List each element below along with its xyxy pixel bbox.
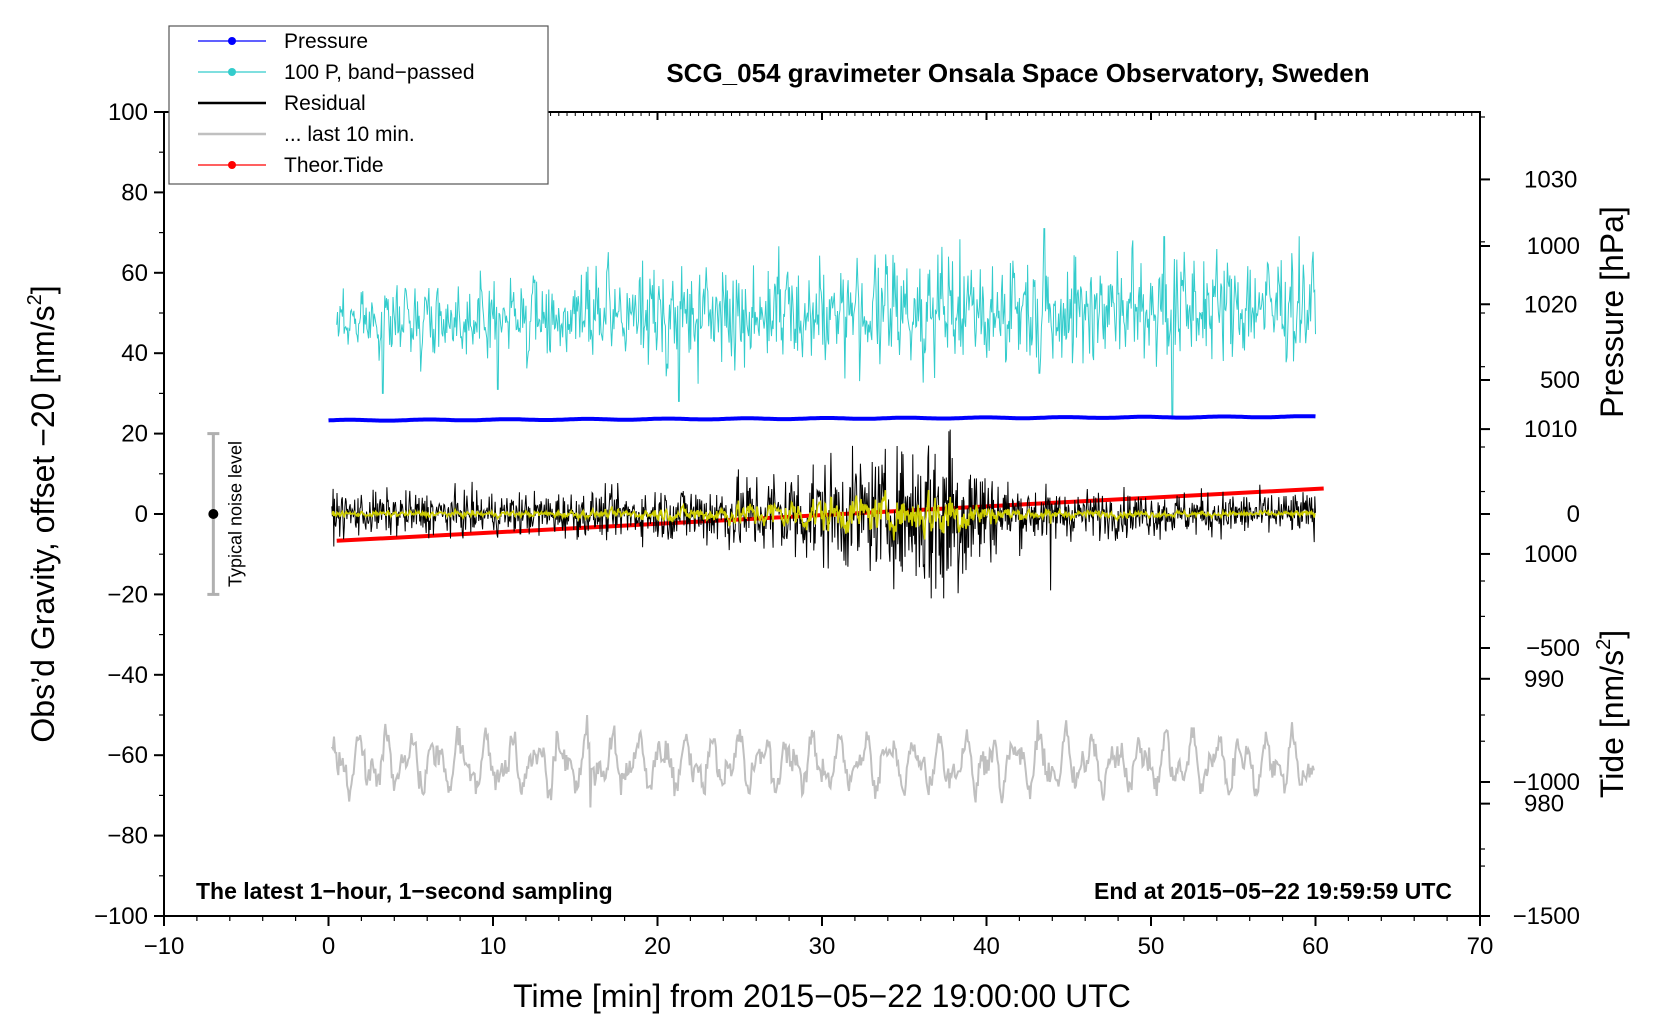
tide-axis-title-superscript: 2 [1593,639,1615,650]
pressure-axis-ticks: 980 990 1000 1010 1020 1030 [1480,116,1577,867]
noise-bar-label: Typical noise level [225,441,245,587]
residual-series [331,429,1316,599]
noise-level-indicator: Typical noise level [207,432,245,596]
x-tick-label: 60 [1302,933,1329,960]
tide-tick-label: 1000 [1527,233,1580,260]
y-axis-left-title: Obs’d Gravity, offset −20 [nm/s2] [24,285,61,742]
band-passed-pressure-series [336,228,1316,418]
x-tick-label: 10 [480,933,507,960]
tide-axis-ticks: −1500 −1000 −500 0 500 1000 [1480,233,1580,930]
y-tick-label: −20 [107,581,148,608]
residual-smoothed-series [331,489,1316,541]
legend: Pressure 100 P, band−passed Residual ... la… [168,25,549,185]
legend-box [168,25,549,185]
annotation-end-time: End at 2015−05−22 19:59:59 UTC [1094,878,1452,904]
x-tick-label: 70 [1467,933,1494,960]
pressure-series [328,414,1316,423]
legend-item: 100 P, band−passed [198,61,475,84]
tide-tick-label: −1000 [1513,769,1580,796]
y-tick-label: −60 [107,742,148,769]
x-tick-label: −10 [144,933,185,960]
chart-title: SCG_054 gravimeter Onsala Space Observat… [666,58,1369,88]
y-tick-label: 100 [108,99,148,126]
y-tick-label: 80 [121,179,148,206]
y-tick-label: 20 [121,421,148,448]
pressure-tick-label: 980 [1524,791,1564,818]
legend-item: Pressure [198,30,368,53]
legend-item: Residual [198,92,366,115]
y-tick-label: 40 [121,340,148,367]
legend-marker [228,37,236,45]
y-tick-label: 60 [121,260,148,287]
tide-tick-label: −500 [1526,635,1580,662]
y-axis-left-title-superscript: 2 [24,294,46,305]
pressure-tick-label: 1020 [1524,291,1577,318]
x-tick-label: 20 [644,933,671,960]
x-axis-title: Time [min] from 2015−05−22 19:00:00 UTC [513,978,1131,1014]
legend-marker [228,161,236,169]
x-tick-label: 40 [973,933,1000,960]
x-tick-label: 30 [809,933,836,960]
legend-label: Residual [284,92,366,115]
x-tick-label: 0 [322,933,335,960]
x-tick-label: 50 [1138,933,1165,960]
y-tick-label: 0 [135,501,148,528]
legend-label: ... last 10 min. [284,123,415,146]
legend-marker [228,68,236,76]
pressure-tick-label: 1000 [1524,541,1577,568]
pressure-tick-label: 1010 [1524,416,1577,443]
tide-tick-label: −1500 [1513,903,1580,930]
pressure-axis-title: Pressure [hPa] [1594,206,1630,418]
pressure-tick-label: 1030 [1524,166,1577,193]
tide-axis-title: Tide [nm/s2] [1593,630,1630,798]
legend-item: ... last 10 min. [198,123,415,146]
tide-tick-label: 0 [1567,501,1580,528]
x-axis-ticks: −10 0 10 20 30 40 50 60 70 [144,112,1494,960]
series-layer [328,228,1324,808]
last-10-min-series [330,714,1315,808]
y-tick-label: −80 [107,823,148,850]
y-axis-left-ticks: −100 −80 −60 −40 −20 0 20 40 60 80 100 [94,99,164,930]
legend-label: 100 P, band−passed [284,61,475,84]
pressure-tick-label: 990 [1524,666,1564,693]
legend-item: Theor.Tide [198,154,384,177]
y-tick-label: −40 [107,662,148,689]
tide-tick-label: 500 [1540,367,1580,394]
annotation-sampling: The latest 1−hour, 1−second sampling [196,878,613,904]
legend-label: Theor.Tide [284,154,384,177]
legend-label: Pressure [284,30,368,53]
noise-bar-center-dot [208,509,219,519]
y-tick-label: −100 [94,903,148,930]
